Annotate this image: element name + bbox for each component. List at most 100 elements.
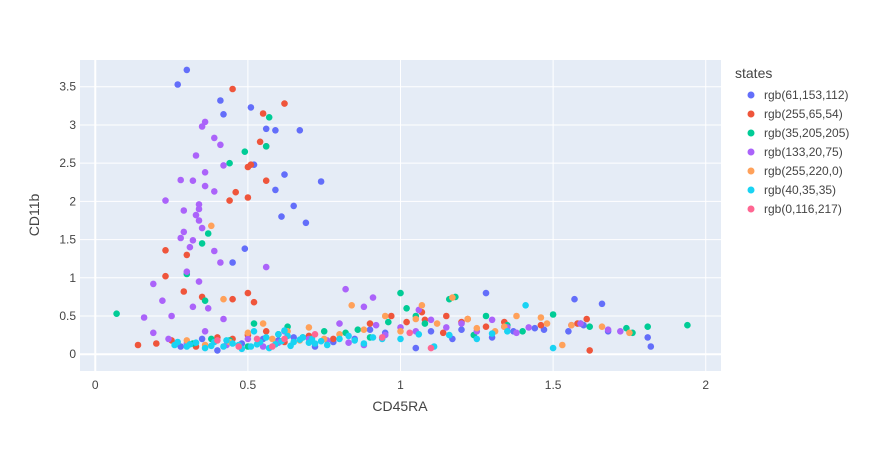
data-point [323, 341, 331, 349]
data-point [183, 268, 191, 276]
data-point [235, 343, 242, 350]
data-point [229, 259, 236, 266]
data-point [418, 302, 426, 309]
x-tick-label: 0.5 [240, 378, 257, 392]
data-point [180, 288, 188, 295]
data-point [345, 332, 352, 340]
data-point [549, 344, 557, 352]
data-point [153, 340, 160, 347]
data-point [684, 321, 691, 329]
data-point [150, 329, 157, 337]
legend-marker [747, 148, 755, 156]
legend-item[interactable]: rgb(35,205,205) [747, 126, 850, 140]
data-point [427, 328, 435, 335]
data-point [165, 335, 172, 343]
y-tick-label: 3.5 [59, 80, 76, 94]
data-point [174, 338, 181, 346]
data-point [415, 331, 423, 338]
data-point [330, 335, 337, 343]
data-point [229, 295, 236, 303]
data-point [360, 303, 368, 311]
data-point [278, 213, 285, 220]
y-tick-label: 2 [69, 194, 76, 208]
legend-item[interactable]: rgb(133,20,75) [747, 145, 843, 159]
data-point [586, 347, 593, 354]
data-point [183, 251, 191, 259]
data-point [262, 143, 270, 150]
data-point [244, 194, 252, 201]
data-point [388, 312, 395, 320]
data-point [412, 344, 420, 352]
data-point [305, 339, 313, 347]
data-point [473, 324, 481, 332]
data-point [180, 207, 188, 214]
data-point [204, 305, 212, 312]
data-point [189, 177, 197, 184]
data-point [439, 329, 447, 337]
data-point [192, 339, 200, 347]
data-point [317, 178, 325, 185]
data-point [217, 259, 224, 266]
y-tick-label: 0.5 [59, 309, 76, 323]
grid-lines [80, 60, 721, 371]
data-point [403, 318, 410, 326]
data-point [647, 343, 655, 350]
data-point [336, 320, 343, 327]
data-point [543, 320, 551, 327]
data-point [345, 339, 352, 347]
y-tick-labels: 0 0.5 1 1.5 2 2.5 3 3.5 [59, 80, 76, 361]
data-point [174, 81, 181, 88]
legend-item[interactable]: rgb(40,35,35) [747, 183, 837, 197]
data-point [369, 294, 377, 301]
legend-label: rgb(40,35,35) [764, 183, 836, 197]
data-point [211, 188, 218, 195]
legend-item[interactable]: rgb(0,116,217) [747, 202, 842, 216]
data-point [586, 323, 593, 331]
data-point [290, 334, 298, 341]
data-point [189, 237, 197, 244]
data-point [366, 326, 374, 334]
data-point [262, 263, 270, 271]
data-point [211, 134, 218, 142]
series-4 [140, 118, 624, 350]
data-point [281, 100, 288, 107]
data-point [604, 326, 612, 334]
data-point [272, 186, 279, 194]
data-point [449, 294, 456, 301]
data-point [208, 342, 215, 350]
data-point [372, 321, 380, 329]
y-tick-label: 3 [69, 118, 76, 132]
series-7 [214, 329, 435, 352]
legend-item[interactable]: rgb(61,153,112) [747, 88, 849, 102]
y-tick-label: 1.5 [59, 233, 76, 247]
data-point [443, 312, 450, 320]
data-point [342, 285, 349, 293]
data-point [195, 205, 203, 213]
data-point [168, 312, 175, 320]
data-point [150, 280, 157, 288]
data-point [482, 323, 490, 331]
data-point [250, 298, 258, 306]
data-point [262, 328, 270, 335]
data-point [195, 201, 203, 208]
data-point [220, 162, 227, 169]
data-point [427, 316, 435, 324]
data-point [354, 326, 362, 334]
legend-item[interactable]: rgb(255,220,0) [747, 164, 843, 178]
data-point [617, 328, 624, 335]
data-point [378, 334, 386, 341]
data-point [259, 110, 267, 117]
data-point [433, 320, 441, 327]
data-point [571, 295, 578, 303]
data-point [214, 337, 221, 344]
data-point [247, 343, 255, 350]
data-point [531, 324, 539, 332]
data-point [250, 328, 258, 335]
legend-item[interactable]: rgb(255,65,54) [747, 107, 843, 121]
data-point [412, 315, 420, 323]
data-point [302, 219, 310, 227]
legend-label: rgb(255,220,0) [764, 164, 843, 178]
data-point [226, 159, 233, 167]
data-point [220, 315, 227, 323]
